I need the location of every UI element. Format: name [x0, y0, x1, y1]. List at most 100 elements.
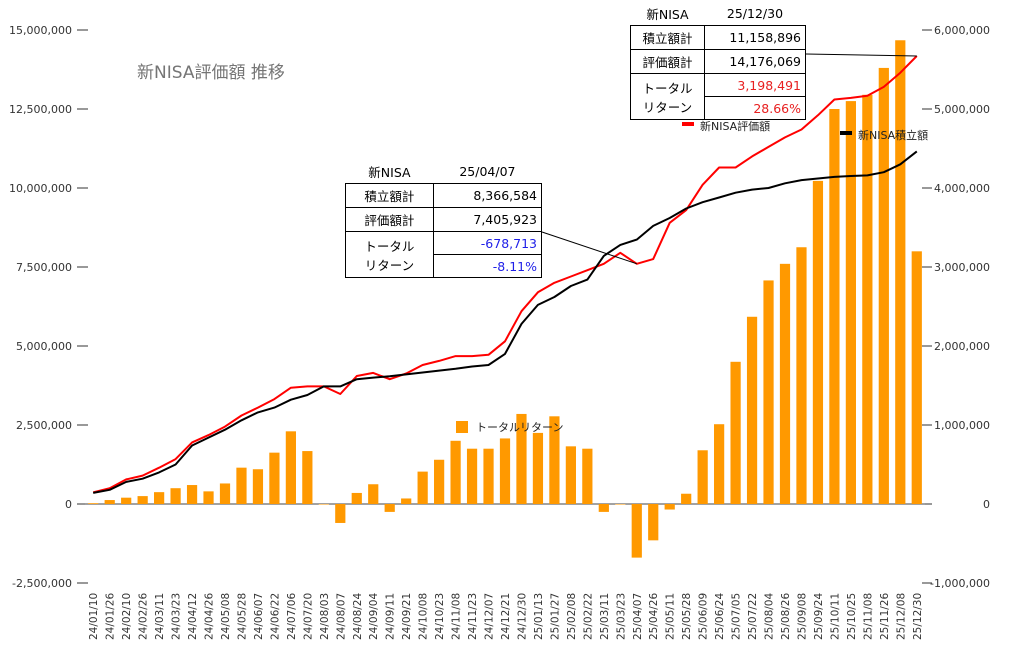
return-bar — [384, 504, 395, 512]
x-tick-label: 24/12/30 — [516, 593, 528, 640]
invested-value: 8,366,584 — [432, 183, 543, 208]
valuation-label: 評価額計 — [630, 49, 705, 74]
return-bar — [779, 263, 791, 504]
x-tick-label: 25/01/27 — [549, 593, 561, 640]
return-bar — [335, 504, 346, 523]
x-tick-label: 25/05/28 — [681, 593, 693, 640]
return-bar — [598, 504, 609, 512]
return-label: トータル リターン — [345, 231, 434, 278]
legend-label-invested: 新NISA積立額 — [858, 128, 928, 142]
x-tick-label: 24/02/10 — [121, 593, 133, 640]
x-tick-label: 24/11/23 — [467, 593, 479, 640]
annotation-connector-0407 — [541, 231, 637, 265]
legend-swatch-valuation — [682, 122, 694, 126]
x-tick-label: 24/09/21 — [401, 593, 413, 640]
left-axis-tick-label: -2,500,000 — [12, 577, 72, 590]
return-bar — [697, 450, 708, 504]
return-bar — [532, 432, 544, 504]
x-tick-label: 24/08/03 — [319, 593, 331, 640]
return-bar — [466, 448, 478, 504]
x-tick-label: 24/09/04 — [368, 593, 380, 640]
annotation-header-date: 25/12/30 — [726, 6, 784, 21]
return-bar — [862, 94, 873, 504]
x-tick-label: 24/05/08 — [220, 593, 232, 640]
x-tick-label: 24/02/26 — [138, 593, 150, 640]
return-bar — [631, 504, 642, 558]
x-tick-label: 24/10/23 — [434, 593, 446, 640]
return-bar — [615, 504, 626, 505]
left-axis-tick-label: 2,500,000 — [16, 419, 72, 432]
x-tick-label: 25/10/11 — [829, 593, 841, 640]
left-axis-tick-label: 7,500,000 — [16, 261, 72, 274]
annotation-box-0407: 新NISA 25/04/07 積立額計 8,366,584 評価額計 7,405… — [345, 160, 543, 278]
x-tick-label: 24/08/07 — [335, 593, 347, 640]
return-bar — [170, 488, 181, 504]
return-bar — [104, 500, 115, 504]
right-axis-tick-label: 0 — [983, 498, 990, 511]
x-tick-label: 25/12/30 — [912, 593, 924, 640]
return-bar — [582, 448, 593, 504]
return-bar — [203, 491, 214, 504]
right-axis-tick-label: -1,000,000 — [930, 577, 990, 590]
return-label-line1: トータル — [364, 238, 415, 254]
x-tick-label: 24/07/06 — [286, 593, 298, 640]
return-bar — [565, 446, 576, 504]
x-tick-label: 25/05/11 — [665, 593, 677, 640]
x-tick-label: 24/03/23 — [171, 593, 183, 640]
left-axis-tick-label: 10,000,000 — [9, 182, 72, 195]
right-axis-tick-label: 3,000,000 — [934, 261, 990, 274]
x-tick-label: 25/06/09 — [698, 593, 710, 640]
x-tick-label: 24/12/21 — [500, 593, 512, 640]
return-bar — [252, 469, 264, 504]
x-tick-label: 24/01/26 — [105, 593, 117, 640]
left-axis-tick-label: 0 — [65, 498, 72, 511]
x-tick-label: 25/11/26 — [879, 593, 891, 640]
legend-swatch-invested — [840, 131, 852, 135]
x-tick-label: 24/12/07 — [484, 593, 496, 640]
valuation-line — [92, 55, 918, 494]
x-tick-label: 24/09/11 — [385, 593, 397, 640]
valuation-value: 7,405,923 — [432, 207, 543, 232]
return-bar — [88, 503, 99, 504]
annotation-header-date: 25/04/07 — [459, 164, 516, 179]
return-percent: 28.66% — [703, 96, 807, 120]
annotation-header-left: 新NISA — [368, 165, 411, 180]
x-tick-label: 25/01/13 — [533, 593, 545, 640]
return-bar — [318, 504, 329, 505]
return-bar — [796, 247, 807, 504]
return-percent: -8.11% — [432, 254, 543, 278]
return-bar — [664, 504, 675, 510]
invested-value: 11,158,896 — [703, 25, 807, 50]
x-tick-label: 25/11/08 — [862, 593, 874, 640]
return-bar — [401, 498, 412, 504]
return-bar — [351, 492, 362, 504]
x-tick-label: 24/05/28 — [236, 593, 248, 640]
x-tick-label: 24/04/12 — [187, 593, 199, 640]
x-tick-label: 25/10/25 — [846, 593, 858, 640]
return-bar — [417, 471, 428, 504]
return-bar — [137, 496, 148, 504]
x-tick-label: 25/04/26 — [648, 593, 660, 640]
return-bar — [895, 40, 906, 505]
return-bar — [302, 451, 313, 504]
left-axis-tick-label: 5,000,000 — [16, 340, 72, 353]
x-tick-label: 25/02/22 — [582, 593, 594, 640]
valuation-label: 評価額計 — [345, 207, 434, 232]
return-bar — [483, 448, 494, 504]
annotation-header-left: 新NISA — [646, 7, 689, 22]
legend-label-return: トータルリターン — [476, 421, 563, 434]
return-value: -678,713 — [432, 231, 543, 255]
legend-swatch-return — [456, 421, 468, 433]
return-bar — [121, 497, 132, 504]
return-bar — [714, 424, 725, 504]
valuation-value: 14,176,069 — [703, 49, 807, 74]
return-bar — [746, 316, 758, 504]
x-tick-label: 25/09/08 — [796, 593, 808, 640]
right-axis-tick-label: 4,000,000 — [934, 182, 990, 195]
right-axis-tick-label: 2,000,000 — [934, 340, 990, 353]
x-tick-label: 24/08/24 — [352, 593, 364, 640]
x-tick-label: 25/08/04 — [764, 593, 776, 640]
return-bar — [368, 484, 379, 504]
x-tick-label: 25/08/26 — [780, 593, 792, 640]
